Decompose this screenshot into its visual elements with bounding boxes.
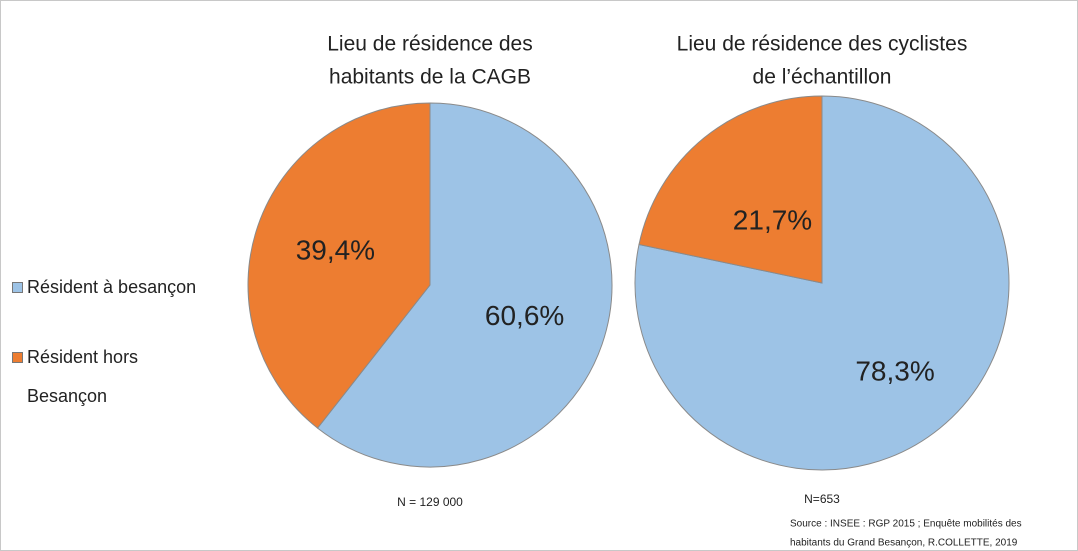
chart-title: habitants de la CAGB: [329, 66, 531, 89]
chart-title: Lieu de résidence des: [327, 33, 532, 56]
source: Source : INSEE : RGP 2015 ; Enquête mobi…: [790, 519, 1022, 530]
source: habitants du Grand Besançon, R.COLLETTE,…: [790, 538, 1018, 549]
pie-slice: [247, 102, 431, 429]
pie-slice: [638, 95, 823, 284]
legend-swatch: [12, 282, 23, 293]
legend-label: Résident hors Besançon: [27, 347, 139, 406]
pie-slice: [316, 102, 613, 468]
data-label: 21,7%: [733, 204, 812, 235]
legend-label: Résident à besançon: [27, 277, 197, 297]
chart-title: Lieu de résidence des cyclistes: [677, 33, 968, 56]
data-label: 78,3%: [855, 355, 934, 386]
note: N=653: [804, 492, 840, 506]
data-label: 39,4%: [296, 235, 375, 266]
data-label: 60,6%: [485, 300, 564, 331]
legend-item: Résident à besançon: [12, 268, 242, 307]
chart-title: de l’échantillon: [753, 66, 892, 89]
legend-swatch: [12, 352, 23, 363]
legend-item: Résident hors Besançon: [12, 338, 162, 416]
note: N = 129 000: [397, 495, 463, 509]
